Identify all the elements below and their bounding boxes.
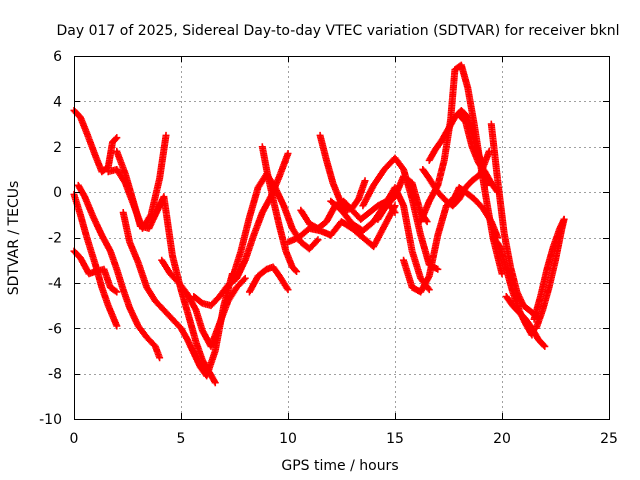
data-point — [211, 379, 219, 387]
series-sat-d — [74, 181, 164, 362]
data-point — [156, 354, 164, 362]
data-point — [314, 236, 322, 244]
series-sat-l — [258, 143, 301, 276]
data-point — [113, 288, 121, 296]
y-tick-label: 4 — [53, 94, 62, 110]
series-sat-h — [158, 256, 249, 350]
y-tick-label: -6 — [48, 321, 62, 337]
series-sat-a — [70, 106, 121, 176]
y-tick-label: -4 — [48, 276, 62, 292]
data-point — [361, 177, 369, 185]
series-sat-r — [374, 172, 431, 226]
axis-ticks: 0 5 10 15 20 25 -10 -8 -6 -4 -2 0 2 4 6 — [39, 49, 618, 447]
data-point — [423, 218, 431, 226]
series-sat-o — [316, 131, 369, 214]
x-axis-label: GPS time / hours — [281, 458, 398, 474]
series-sat-i — [190, 150, 292, 310]
x-tick-label: 20 — [493, 431, 511, 447]
series-sat-k — [245, 263, 292, 296]
y-tick-label: -10 — [39, 412, 62, 428]
data-point — [113, 322, 121, 330]
x-tick-label: 15 — [386, 431, 404, 447]
grid — [74, 56, 609, 419]
data-point — [241, 274, 249, 282]
y-tick-label: 0 — [53, 185, 62, 201]
data-point — [313, 237, 321, 245]
data-point — [541, 342, 549, 350]
x-tick-label: 5 — [177, 431, 186, 447]
y-tick-label: -2 — [48, 231, 62, 247]
data-point — [284, 286, 292, 294]
x-tick-label: 0 — [70, 431, 79, 447]
data-point — [112, 287, 120, 295]
x-tick-label: 25 — [600, 431, 618, 447]
data-point — [240, 276, 248, 284]
data-point — [540, 341, 548, 349]
series-sat-z — [502, 292, 549, 350]
data-point — [283, 284, 291, 292]
data-point — [560, 215, 568, 223]
data-point — [293, 268, 301, 276]
data-point — [113, 134, 121, 142]
data-point — [391, 209, 399, 217]
y-tick-label: 6 — [53, 49, 62, 65]
data-point — [162, 131, 170, 139]
data-point — [483, 181, 491, 189]
data-point — [425, 286, 433, 294]
y-tick-label: -8 — [48, 367, 62, 383]
data-point — [112, 135, 120, 143]
series-sat-x — [487, 120, 542, 323]
data-point — [284, 150, 292, 158]
x-tick-label: 10 — [279, 431, 297, 447]
data-point — [291, 266, 299, 274]
y-axis-label: SDTVAR / TECUs — [6, 181, 22, 296]
chart-title: Day 017 of 2025, Sidereal Day-to-day VTE… — [57, 23, 620, 39]
series-sat-t — [417, 61, 506, 278]
series-sat-ab — [532, 215, 568, 332]
data-point — [434, 265, 442, 273]
data-point — [390, 207, 398, 215]
series-sat-f — [113, 147, 219, 387]
data-point — [210, 377, 218, 385]
series-sat-w — [455, 111, 502, 196]
y-tick-label: 2 — [53, 140, 62, 156]
data-points — [70, 61, 568, 387]
